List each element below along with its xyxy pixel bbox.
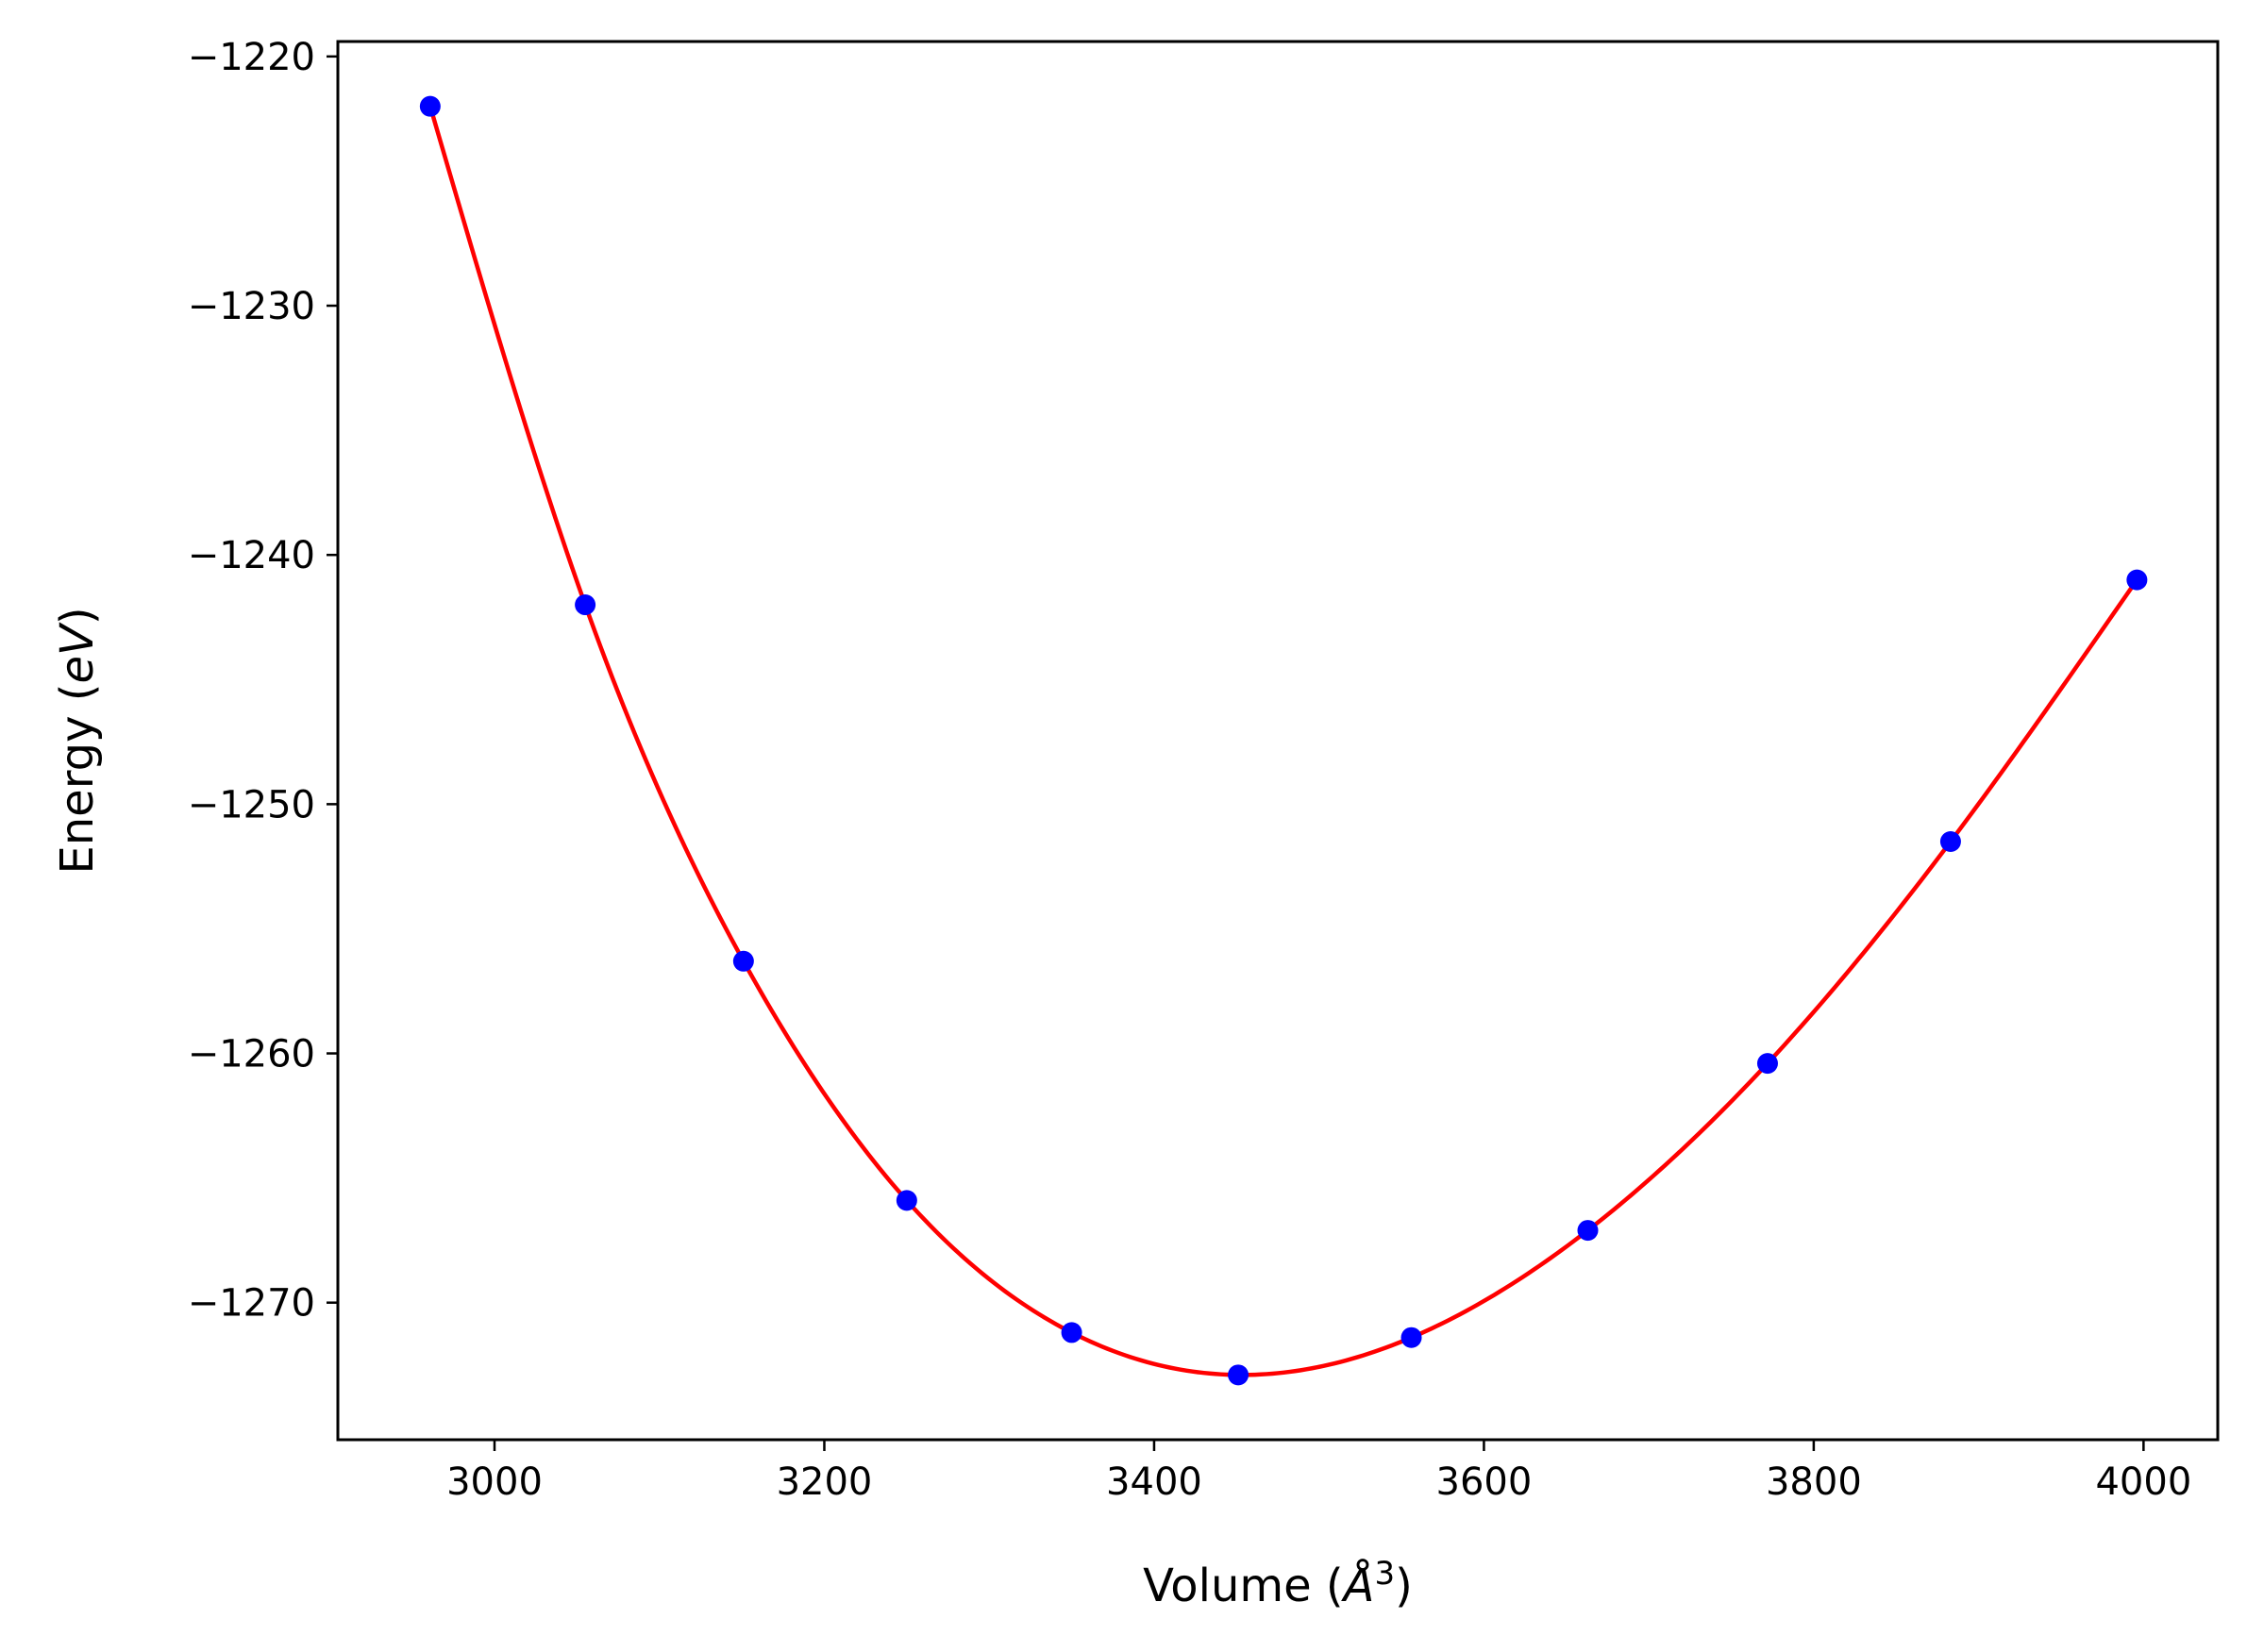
axes-frame	[336, 40, 2220, 1442]
x-tick-label: 3400	[1106, 1460, 1202, 1504]
data-point	[896, 1190, 917, 1211]
y-tick-label: −1230	[188, 285, 315, 328]
y-axis-ticks: −1220 −1230 −1240 −1250 −1260 −1270	[188, 36, 338, 1326]
x-tick-label: 3600	[1436, 1460, 1533, 1504]
plot-area	[419, 95, 2148, 1386]
data-point	[1577, 1220, 1599, 1242]
x-tick-label: 3000	[446, 1460, 543, 1504]
data-point	[1228, 1364, 1249, 1386]
y-axis-label: Energy (eV)	[51, 607, 104, 874]
data-point	[2126, 569, 2148, 591]
y-tick-label: −1260	[188, 1033, 315, 1076]
y-tick-label: −1240	[188, 534, 315, 577]
data-point	[732, 950, 754, 972]
data-point	[1400, 1327, 1422, 1348]
fit-curve-line	[428, 106, 2139, 1377]
x-tick-label: 3800	[1766, 1460, 1862, 1504]
x-axis-label: Volume (Å3)	[1143, 1555, 1413, 1612]
x-tick-label: 4000	[2095, 1460, 2191, 1504]
data-point	[575, 594, 596, 616]
x-axis-ticks: 3000 3200 3400 3600 3800 4000	[446, 1440, 2191, 1504]
data-point	[419, 95, 441, 117]
x-tick-label: 3200	[777, 1460, 873, 1504]
y-tick-label: −1220	[188, 36, 315, 79]
y-tick-label: −1250	[188, 783, 315, 826]
data-point	[1756, 1053, 1778, 1075]
y-tick-label: −1270	[188, 1282, 315, 1326]
data-point	[1061, 1322, 1082, 1343]
data-point	[1939, 830, 1961, 852]
